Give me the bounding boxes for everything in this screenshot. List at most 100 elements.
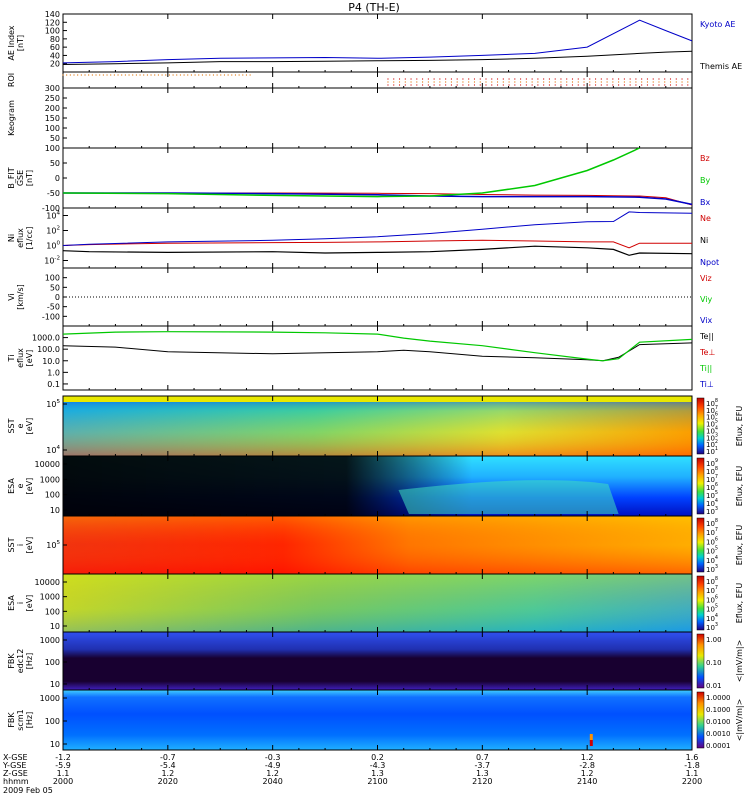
esa_e-colorbar-tick: 107 (706, 474, 718, 484)
ni-series-ne-line (62, 239, 692, 249)
esa_e-colorbar-tick: 108 (706, 466, 718, 476)
vi-ytick-label: -100 (42, 312, 60, 321)
roi-marker (658, 81, 660, 83)
bfit-legend-item: By (700, 176, 710, 185)
fbk_b-ytick-label: 10 (50, 740, 60, 749)
roi-marker (623, 84, 625, 86)
esa_e-spectrogram-feature (398, 480, 619, 514)
roi-marker (554, 84, 556, 86)
time-axis-hhmm-label: 2040 (262, 777, 282, 786)
sst_i-colorbar-tick: 105 (706, 546, 718, 556)
roi-marker (669, 84, 672, 86)
roi-marker (132, 74, 134, 76)
roi-marker (531, 84, 533, 86)
roi-marker (387, 81, 389, 83)
roi-marker (410, 84, 412, 86)
roi-marker (589, 78, 591, 80)
ephemeris-row-label: hhmm (3, 777, 29, 786)
roi-marker (234, 74, 237, 76)
time-axis-z-gse-label: 1.2 (266, 769, 279, 778)
time-axis-x-gse-label: 1.2 (581, 753, 594, 762)
roi-marker (577, 78, 579, 80)
vi-ytick-label: 100 (45, 274, 60, 283)
roi-marker (161, 74, 163, 76)
roi-marker (216, 74, 218, 76)
roi-marker (600, 84, 602, 86)
roi-marker (201, 74, 204, 76)
sst_e-ylabel: [eV] (25, 418, 34, 435)
roi-marker (629, 78, 631, 80)
roi-marker (439, 84, 441, 86)
roi-marker (135, 74, 137, 76)
panel-sst_e: SST e [eV]105104108107106105104103102101Ef… (7, 395, 744, 457)
sst_e-colorbar-tick: 101 (706, 446, 718, 456)
roi-marker (560, 81, 562, 83)
roi-marker (227, 74, 229, 76)
roi-marker (69, 74, 71, 76)
panel-esa_e: ESA e [eV]10000 1000 100 10 109108107106105104… (7, 455, 744, 517)
figure-title: P4 (TH-E) (348, 1, 400, 14)
roi-marker (548, 84, 551, 86)
sst_i-colorbar-tick: 104 (706, 555, 718, 565)
bfit-ylabel: [nT] (25, 170, 34, 186)
kgram-ytick-label: 50 (50, 134, 60, 143)
roi-marker (496, 81, 499, 83)
roi-marker (102, 74, 104, 76)
roi-marker (473, 78, 476, 80)
kgram-ytick-label: 150 (45, 114, 60, 123)
bfit-ytick-label: -50 (47, 189, 60, 198)
roi-marker (176, 74, 178, 76)
roi-marker (594, 81, 597, 83)
ephemeris-row-label: X-GSE (3, 753, 28, 762)
esa_e-ytick-label: 1000 (40, 475, 60, 484)
roi-marker (571, 84, 574, 86)
fbk_b-ylabel: [Hz] (25, 712, 34, 728)
roi-marker (675, 84, 677, 86)
bfit-series-bx-line (63, 192, 693, 206)
roi-marker (212, 74, 215, 76)
roi-marker (462, 78, 464, 80)
roi-marker (416, 78, 418, 80)
sst_e-colorbar-tick: 103 (706, 432, 718, 442)
esa_i-colorbar-tick: 105 (706, 604, 718, 614)
fbk_b-colorbar-label: <|mV/m|> (735, 699, 744, 742)
panel-ti: Ti eflux [eV] 0.1 1.0 10.0 100.0 1000.0 Te|| Te⊥ T… (7, 325, 715, 391)
roi-marker (600, 78, 602, 80)
roi-marker (681, 78, 683, 80)
roi-marker (606, 78, 608, 80)
sst_i-ylabel: SST (7, 537, 16, 552)
roi-marker (577, 84, 579, 86)
kgram-ytick-label: 100 (45, 124, 60, 133)
sst_i-colorbar-tick: 106 (706, 536, 718, 546)
vi-legend-item: Viz (700, 274, 712, 283)
roi-marker (165, 74, 167, 76)
time-axis-hhmm-label: 2140 (577, 777, 597, 786)
roi-marker (450, 81, 453, 83)
ti-ytick-label: 10.0 (42, 357, 60, 366)
roi-marker (113, 74, 115, 76)
roi-marker (245, 74, 248, 76)
time-axis-hhmm-label: 2020 (158, 777, 178, 786)
roi-marker (664, 81, 666, 83)
fbk_e-colorbar-tick: 1.00 (706, 636, 722, 644)
bfit-ytick-label: -100 (42, 204, 60, 213)
bfit-ylabel: GSE (16, 170, 25, 186)
roi-marker (502, 81, 504, 83)
roi-marker (249, 74, 251, 76)
roi-marker (618, 78, 620, 80)
esa_e-colorbar-tick: 103 (706, 506, 718, 516)
roi-marker (485, 81, 487, 83)
sst_e-colorbar-tick: 108 (706, 398, 718, 408)
roi-marker (669, 81, 672, 83)
roi-marker (571, 81, 574, 83)
fbk_b-ylabel: scm1 (16, 709, 25, 730)
roi-marker (496, 78, 499, 80)
roi-marker (387, 78, 389, 80)
roi-marker (675, 81, 677, 83)
roi-marker (641, 81, 643, 83)
roi-marker (223, 74, 226, 76)
roi-marker (658, 78, 660, 80)
fbk_e-ylabel: FBK (7, 653, 16, 669)
roi-marker (190, 74, 193, 76)
